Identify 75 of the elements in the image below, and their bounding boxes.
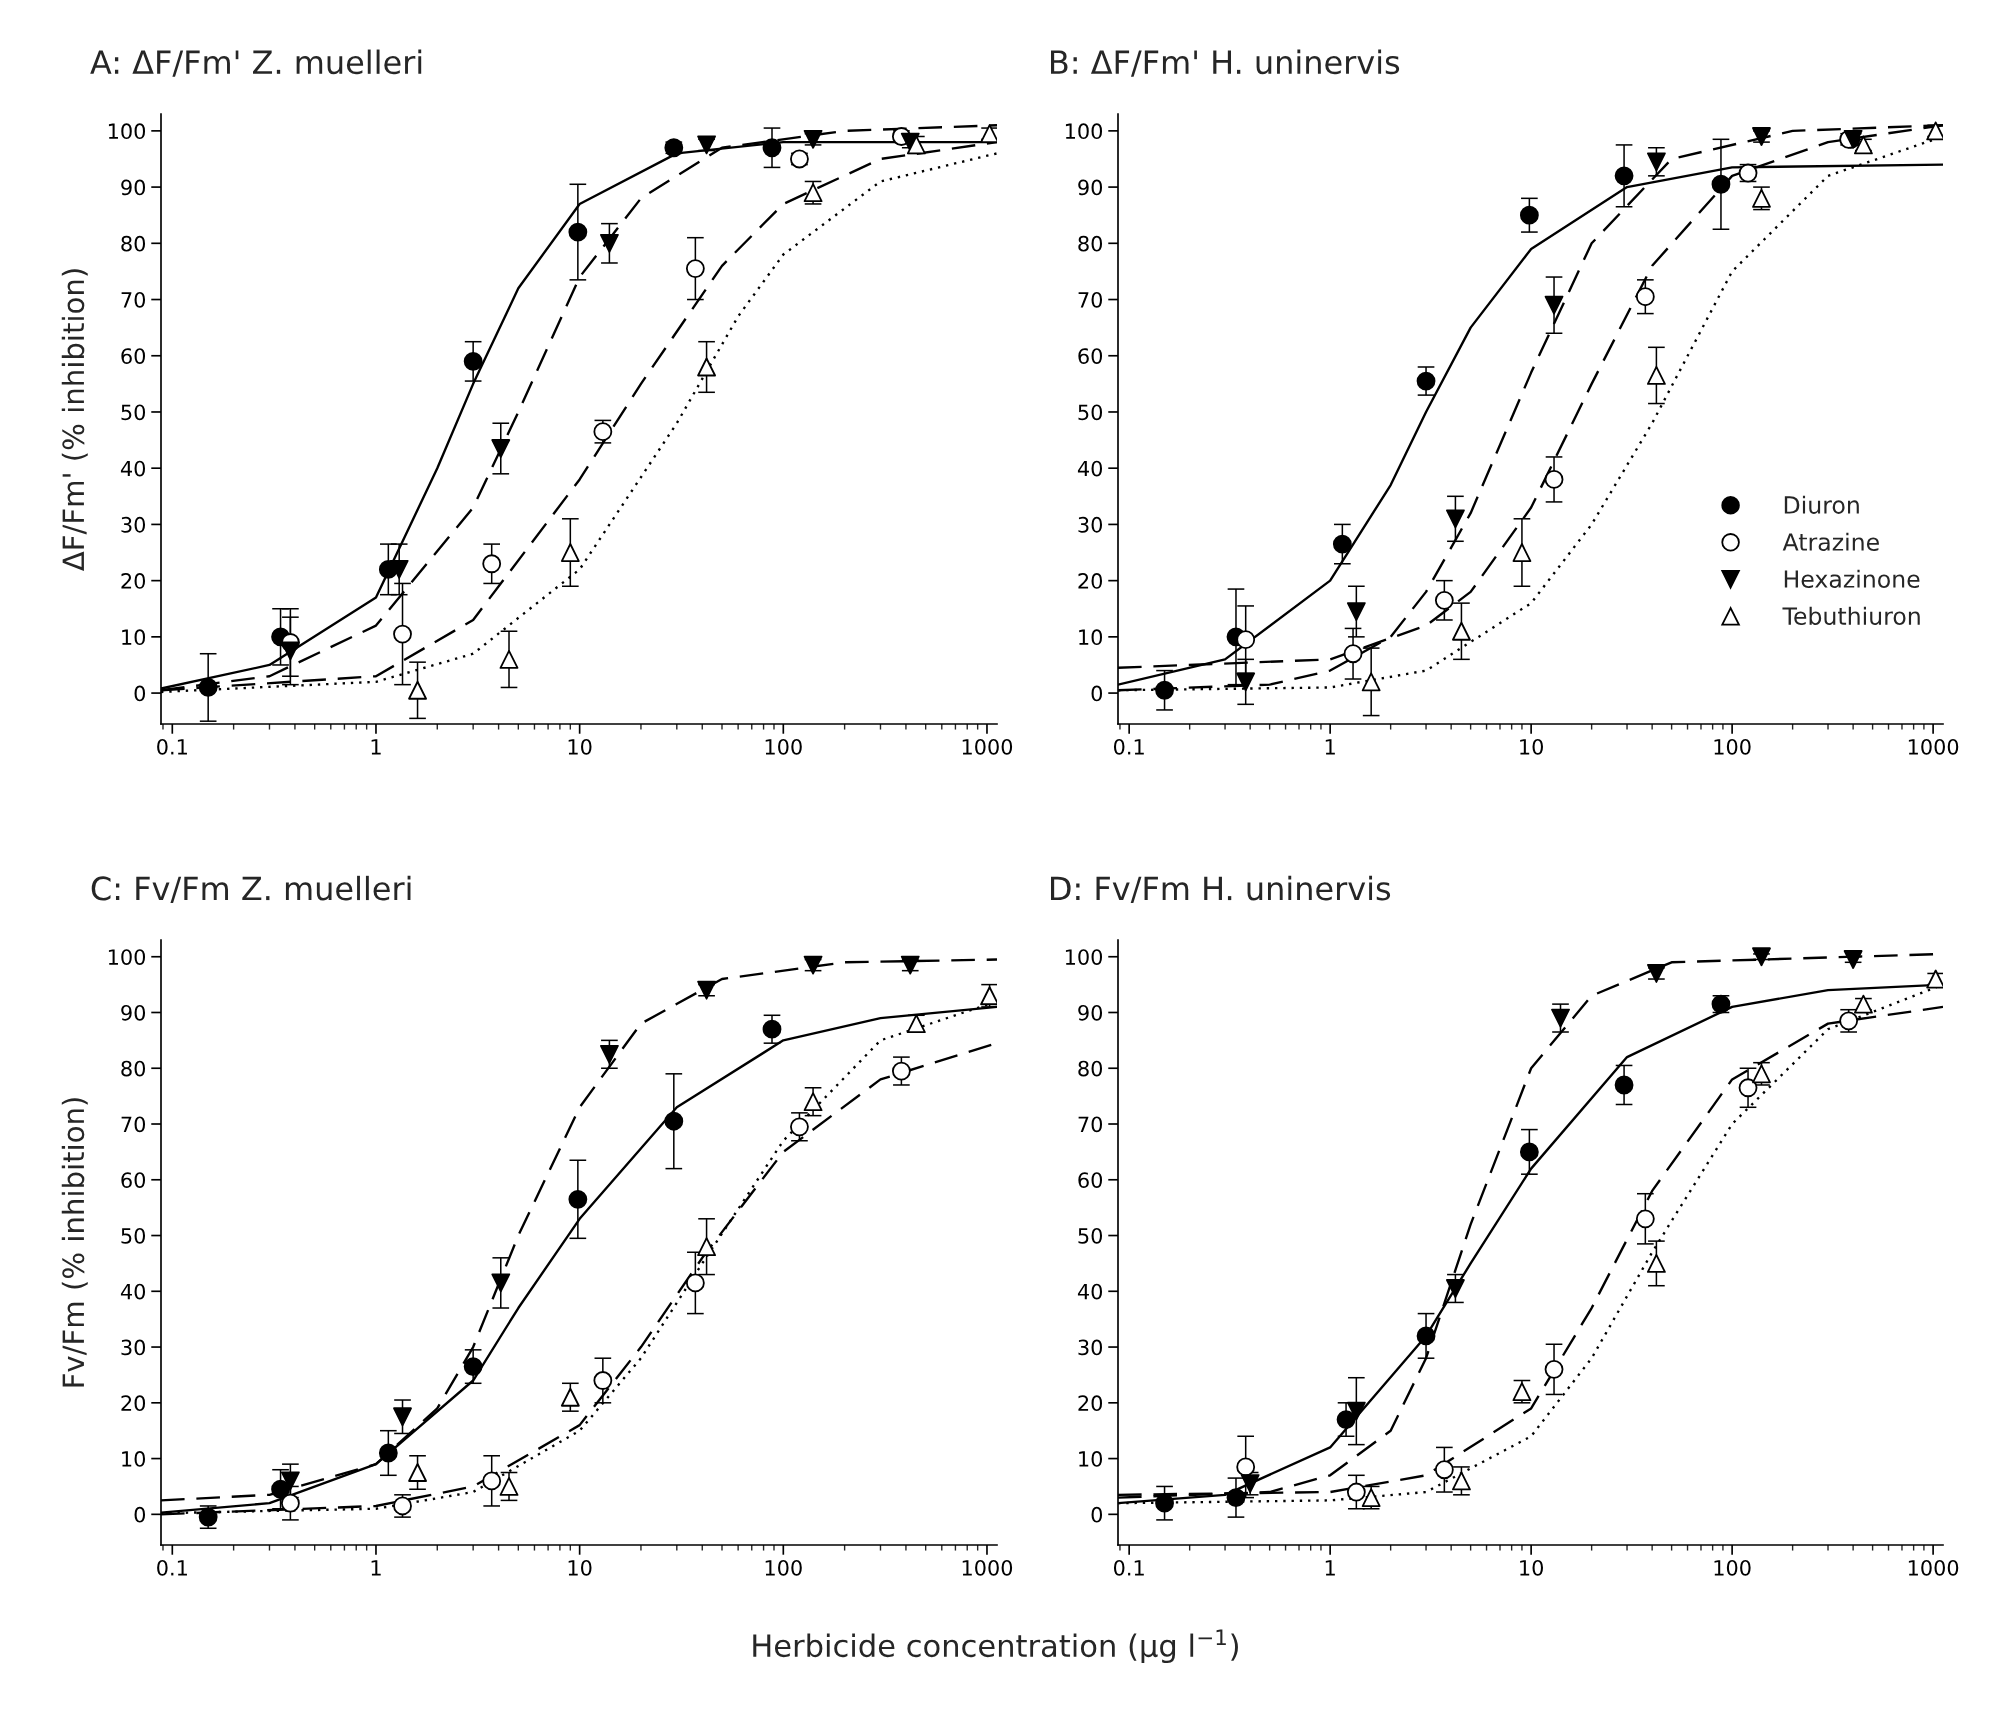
x-axis-title: Herbicide concentration (μg l$^{−1}$)	[753, 1629, 1238, 1664]
x-tick-label: 100	[765, 1559, 802, 1576]
y-tick-label: 50	[121, 404, 146, 421]
x-tick-label: 1000	[962, 738, 1013, 755]
y-tick-label: 10	[1079, 629, 1103, 646]
legend-label: Diuron	[1784, 495, 1859, 514]
y-tick-label: 50	[1078, 1227, 1103, 1244]
x-tick-label: 10	[1520, 1559, 1543, 1576]
x-tick-label: 0.1	[157, 1559, 187, 1576]
y-tick-label: 30	[121, 516, 146, 533]
y-tick-label: 40	[120, 1283, 146, 1300]
y-tick-label: 90	[1078, 179, 1103, 196]
y-tick-label: 50	[121, 1227, 146, 1244]
x-tick-label: 1	[1325, 739, 1335, 755]
x-tick-label: 100	[765, 738, 802, 755]
y-tick-label: 20	[1078, 573, 1103, 589]
chart-title: B: ΔF/Fm' H. uninervis	[1051, 49, 1400, 77]
y-tick-label: 70	[1078, 291, 1103, 308]
y-tick-label: 30	[1078, 516, 1103, 533]
x-tick-label: 1	[1325, 1560, 1335, 1576]
y-tick-label: 10	[122, 629, 146, 646]
y-tick-label: 30	[1078, 1339, 1103, 1356]
x-tick-label: 1000	[962, 1559, 1013, 1576]
x-tick-label: 1000	[1908, 1559, 1959, 1576]
x-tick-label: 0.1	[1113, 1559, 1144, 1576]
y-tick-label: 70	[121, 1116, 146, 1133]
y-tick-label: 90	[121, 179, 146, 196]
legend-label: Hexazinone	[1784, 569, 1920, 588]
y-tick-label: 80	[121, 235, 146, 252]
x-tick-label: 0.1	[1113, 738, 1144, 755]
y-tick-label: 100	[108, 949, 146, 965]
y-tick-label: 70	[1078, 1116, 1103, 1133]
x-tick-label: 100	[1714, 1559, 1751, 1576]
x-tick-label: 1000	[1908, 738, 1959, 755]
y-tick-label: 20	[121, 1395, 146, 1412]
chart-title: D: Fv/Fm H. uninervis	[1051, 875, 1391, 904]
y-tick-label: 0	[1091, 1506, 1103, 1523]
x-tick-label: 0.1	[157, 738, 187, 755]
y-tick-label: 50	[1078, 404, 1103, 421]
y-axis-title: Fv/Fm (% inhibition)	[61, 1098, 88, 1387]
y-tick-label: 80	[1078, 1060, 1103, 1077]
y-tick-label: 20	[1078, 1395, 1103, 1412]
y-tick-label: 90	[121, 1004, 146, 1021]
y-tick-label: 80	[1078, 235, 1103, 252]
chart-title: A: ΔF/Fm' Z. muelleri	[90, 49, 422, 77]
y-tick-label: 70	[121, 291, 146, 308]
y-axis-title: ΔF/Fm' (% inhibition)	[61, 269, 88, 571]
y-tick-label: 0	[134, 685, 146, 702]
legend-label: Atrazine	[1782, 532, 1879, 551]
x-tick-label: 1	[371, 1560, 381, 1576]
y-tick-label: 60	[1078, 348, 1103, 364]
y-tick-label: 100	[1065, 123, 1103, 140]
y-tick-label: 40	[1077, 1283, 1103, 1300]
y-tick-label: 30	[121, 1339, 146, 1356]
y-tick-label: 0	[1091, 685, 1103, 702]
y-tick-label: 60	[1078, 1172, 1103, 1188]
y-tick-label: 60	[121, 1172, 146, 1188]
y-tick-label: 60	[121, 348, 146, 364]
x-tick-label: 1	[371, 739, 381, 755]
x-tick-label: 10	[1520, 738, 1543, 755]
y-tick-label: 90	[1078, 1004, 1103, 1021]
y-tick-label: 10	[1079, 1451, 1103, 1467]
legend-label: Tebuthiuron	[1782, 606, 1920, 625]
x-tick-label: 10	[568, 1559, 592, 1576]
y-tick-label: 100	[108, 123, 146, 140]
y-tick-label: 100	[1065, 949, 1103, 965]
chart-title: C: Fv/Fm Z. muelleri	[91, 875, 411, 904]
x-tick-label: 10	[568, 738, 592, 755]
y-tick-label: 40	[120, 460, 146, 477]
y-tick-label: 80	[121, 1060, 146, 1077]
x-tick-label: 100	[1714, 738, 1751, 755]
y-tick-label: 40	[1077, 460, 1103, 477]
y-tick-label: 0	[134, 1506, 146, 1523]
y-tick-label: 10	[122, 1451, 146, 1467]
y-tick-label: 20	[121, 573, 146, 589]
